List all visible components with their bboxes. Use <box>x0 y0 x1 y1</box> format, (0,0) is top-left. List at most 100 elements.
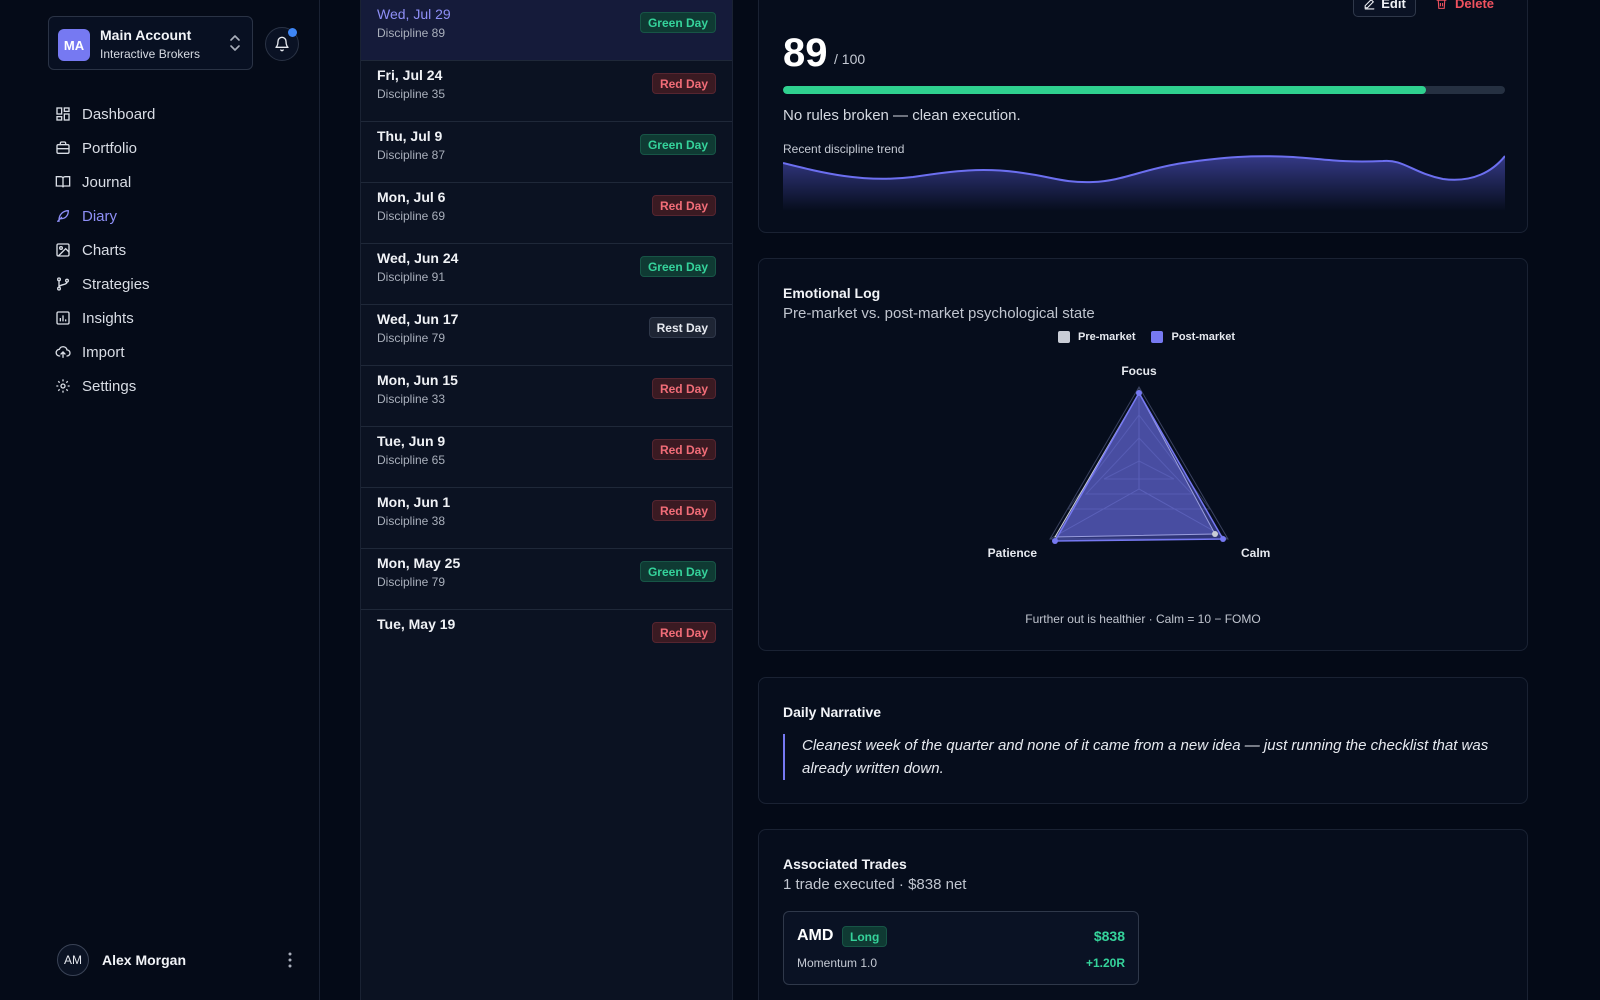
entry-date: Mon, Jul 6 <box>377 189 446 205</box>
entry-date: Wed, Jun 24 <box>377 250 459 266</box>
user-name: Alex Morgan <box>102 952 187 968</box>
list-item[interactable]: Mon, Jul 6 Discipline 69 Red Day <box>361 183 732 244</box>
list-item[interactable]: Tue, May 19 Red Day <box>361 610 732 646</box>
trade-strategy: Momentum 1.0 <box>797 956 878 970</box>
account-switcher[interactable]: MA Main Account Interactive Brokers <box>48 16 253 70</box>
status-badge: Green Day <box>639 256 716 277</box>
list-item[interactable]: Mon, Jun 1 Discipline 38 Red Day <box>361 488 732 549</box>
list-item[interactable]: Wed, Jun 24 Discipline 91 Green Day <box>361 244 732 305</box>
dashboard-icon <box>56 107 70 121</box>
emotional-log-card: Emotional Log Pre-market vs. post-market… <box>758 258 1528 651</box>
bar-chart-icon <box>56 311 70 325</box>
status-badge: Red Day <box>651 500 716 521</box>
pencil-icon <box>1364 0 1375 9</box>
list-item[interactable]: Wed, Jun 17 Discipline 79 Rest Day <box>361 305 732 366</box>
notifications-button[interactable] <box>265 27 299 61</box>
entry-date: Mon, Jun 1 <box>377 494 451 510</box>
entry-discipline: Discipline 69 <box>377 209 446 223</box>
trend-label: Recent discipline trend <box>783 142 905 156</box>
discipline-progress-fill <box>783 86 1426 94</box>
status-badge: Red Day <box>651 195 716 216</box>
delete-label: Delete <box>1455 0 1495 11</box>
radar-axis-patience: Patience <box>988 546 1038 560</box>
list-item[interactable]: Mon, Jun 15 Discipline 33 Red Day <box>361 366 732 427</box>
edit-button[interactable]: Edit <box>1353 0 1416 17</box>
nav-label: Dashboard <box>82 105 156 123</box>
entry-date: Wed, Jun 17 <box>377 311 459 327</box>
nav-item-portfolio[interactable]: Portfolio <box>55 131 295 165</box>
more-vertical-icon[interactable] <box>288 952 292 968</box>
entry-date: Thu, Jul 9 <box>377 128 443 144</box>
bell-icon <box>275 36 289 52</box>
entry-date: Mon, Jun 15 <box>377 372 458 388</box>
list-item[interactable]: Mon, May 25 Discipline 79 Green Day <box>361 549 732 610</box>
trash-icon <box>1436 0 1447 9</box>
sidebar: MA Main Account Interactive Brokers Dash… <box>0 0 320 1000</box>
user-profile[interactable]: AM Alex Morgan <box>57 944 297 976</box>
list-item[interactable]: Thu, Jul 9 Discipline 87 Green Day <box>361 122 732 183</box>
entry-date: Tue, Jun 9 <box>377 433 446 449</box>
nav-label: Portfolio <box>82 139 138 157</box>
radar-legend: Pre-market Post-market <box>1058 331 1251 343</box>
nav-item-insights[interactable]: Insights <box>55 301 295 335</box>
status-badge: Red Day <box>651 378 716 399</box>
nav-item-settings[interactable]: Settings <box>55 369 295 403</box>
trade-r-multiple: +1.20R <box>1085 956 1125 970</box>
account-broker: Interactive Brokers <box>100 47 201 61</box>
nav-item-diary[interactable]: Diary <box>55 199 295 233</box>
nav-label: Insights <box>82 309 134 327</box>
chevron-up-down-icon <box>230 35 240 51</box>
feather-icon <box>57 210 69 222</box>
entry-discipline: Discipline 79 <box>377 575 446 589</box>
cloud-upload-icon <box>55 346 71 358</box>
status-badge: Green Day <box>639 134 716 155</box>
status-badge: Red Day <box>651 439 716 460</box>
status-badge: Green Day <box>639 561 716 582</box>
entry-discipline: Discipline 65 <box>377 453 446 467</box>
avatar: AM <box>57 944 89 976</box>
radar-axis-focus: Focus <box>1121 364 1157 378</box>
radar-post-market-area <box>1053 391 1225 542</box>
list-item[interactable]: Tue, Jun 9 Discipline 65 Red Day <box>361 427 732 488</box>
legend-label: Pre-market <box>1078 331 1136 343</box>
nav-label: Import <box>82 343 125 361</box>
trend-area <box>783 156 1505 211</box>
main-nav: Dashboard Portfolio Journal Diary Charts… <box>55 97 295 403</box>
edit-label: Edit <box>1381 0 1406 11</box>
gear-icon <box>56 379 70 393</box>
nav-label: Charts <box>82 241 127 259</box>
nav-item-import[interactable]: Import <box>55 335 295 369</box>
nav-item-strategies[interactable]: Strategies <box>55 267 295 301</box>
daily-narrative-card: Daily Narrative Cleanest week of the qua… <box>758 677 1528 804</box>
entry-discipline: Discipline 91 <box>377 270 446 284</box>
discipline-progress-bar <box>783 86 1505 94</box>
notification-dot <box>288 28 297 37</box>
delete-button[interactable]: Delete <box>1435 0 1494 17</box>
narrative-text: Cleanest week of the quarter and none of… <box>783 734 1503 780</box>
radar-axis-calm: Calm <box>1241 546 1270 560</box>
list-item[interactable]: Wed, Jul 29 Discipline 89 Green Day <box>361 0 732 61</box>
legend-label: Post-market <box>1171 331 1236 343</box>
entry-discipline: Discipline 89 <box>377 26 446 40</box>
list-item[interactable]: Fri, Jul 24 Discipline 35 Red Day <box>361 61 732 122</box>
entry-discipline: Discipline 79 <box>377 331 446 345</box>
status-badge: Red Day <box>651 622 716 643</box>
trend-line <box>783 155 1505 184</box>
trades-subtitle: 1 trade executed · $838 net <box>783 876 967 893</box>
radar-pre-market-area <box>1054 391 1216 538</box>
entry-date: Wed, Jul 29 <box>377 6 451 22</box>
legend-item-post-market: Post-market <box>1151 331 1235 343</box>
discipline-trend-sparkline <box>783 155 1505 211</box>
nav-item-journal[interactable]: Journal <box>55 165 295 199</box>
trade-card[interactable]: AMD Long $838 Momentum 1.0 +1.20R <box>783 911 1139 985</box>
trade-symbol: AMD <box>797 927 834 944</box>
briefcase-icon <box>56 141 70 154</box>
nav-item-dashboard[interactable]: Dashboard <box>55 97 295 131</box>
nav-item-charts[interactable]: Charts <box>55 233 295 267</box>
trade-pnl: $838 <box>1093 928 1125 944</box>
status-badge: Rest Day <box>648 317 716 338</box>
status-badge: Green Day <box>639 12 716 33</box>
diary-entry-list: Wed, Jul 29 Discipline 89 Green Day Fri,… <box>360 0 733 1000</box>
book-icon <box>55 176 71 188</box>
account-name: Main Account <box>100 27 192 43</box>
